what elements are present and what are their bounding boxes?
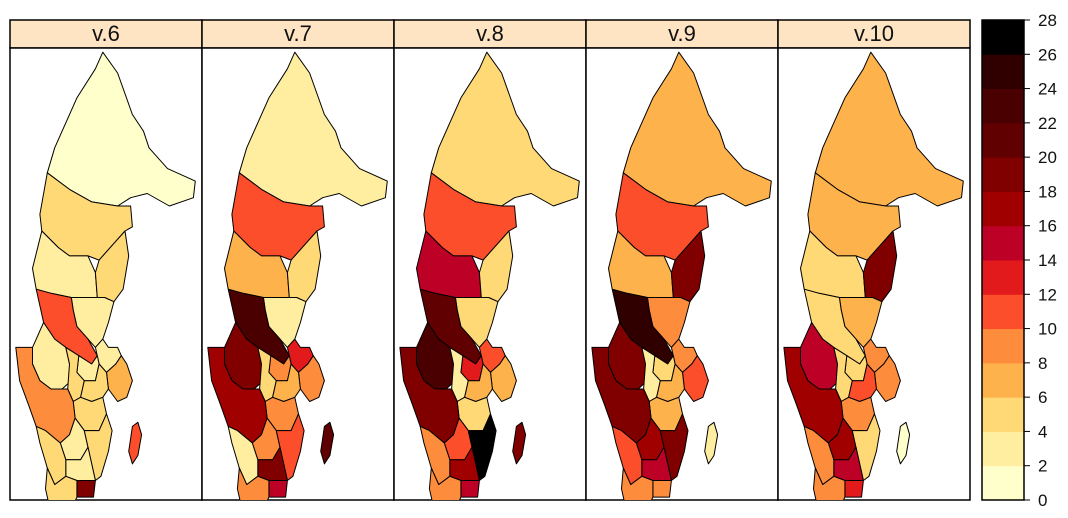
legend-tick-label: 28: [1038, 11, 1057, 30]
panel-title-5: v.10: [854, 21, 894, 46]
panel-title-1: v.6: [92, 21, 120, 46]
legend-swatch: [982, 362, 1024, 398]
panel-map-4: [591, 51, 772, 500]
legend-tick-label: 0: [1038, 491, 1047, 510]
legend-tick-label: 6: [1038, 388, 1047, 407]
legend-tick-label: 12: [1038, 285, 1057, 304]
legend-swatch: [982, 397, 1024, 432]
legend-swatch: [982, 191, 1024, 227]
panel-strip-1: [9, 19, 203, 49]
legend-swatch: [982, 294, 1024, 330]
legend-swatch: [982, 122, 1024, 158]
region-gotland-panel-3: [512, 421, 527, 465]
legend-tick-label: 4: [1038, 422, 1047, 441]
region-norrbotten-panel-1: [46, 51, 196, 207]
region-stockholm-panel-4: [682, 355, 709, 402]
legend-tick-label: 24: [1038, 80, 1057, 99]
region-stockholm-panel-1: [106, 355, 133, 402]
panel-map-1: [15, 51, 196, 500]
region-sk-ne-panel-2: [236, 467, 270, 500]
region-v-stra-g-taland-panel-2: [207, 346, 268, 444]
region-norrbotten-panel-2: [238, 51, 388, 207]
legend-swatch: [982, 328, 1024, 364]
region-v-sternorrland-panel-5: [862, 230, 898, 303]
region-stockholm-panel-5: [874, 355, 901, 402]
region-v-stra-g-taland-panel-4: [591, 346, 652, 444]
region-norrbotten-panel-3: [430, 51, 580, 207]
legend-tick-label: 26: [1038, 45, 1057, 64]
legend-tick-label: 22: [1038, 114, 1057, 133]
panel-map-5: [783, 51, 964, 500]
region-v-sternorrland-panel-1: [94, 230, 130, 303]
region-stockholm-panel-2: [298, 355, 325, 402]
region-sk-ne-panel-5: [813, 467, 846, 500]
region-v-stra-g-taland-panel-3: [399, 346, 460, 444]
panel-map-2: [207, 51, 388, 500]
region-blekinge-panel-2: [268, 480, 288, 498]
legend-swatch: [982, 465, 1024, 501]
legend-tick-label: 10: [1038, 320, 1057, 339]
region-v-sternorrland-panel-3: [478, 230, 514, 303]
region-norrbotten-panel-4: [622, 51, 772, 207]
region-stockholm-panel-3: [490, 355, 517, 402]
legend-tick-label: 18: [1038, 182, 1057, 201]
region-blekinge-panel-4: [652, 480, 672, 498]
region-sk-ne-panel-1: [45, 467, 78, 500]
panel-title-4: v.9: [668, 21, 696, 46]
legend-swatch: [982, 88, 1024, 124]
panel-map-3: [399, 51, 580, 500]
region-v-sternorrland-panel-4: [670, 230, 706, 303]
legend-tick-label: 20: [1038, 148, 1057, 167]
legend-swatch: [982, 20, 1024, 55]
region-gotland-panel-4: [704, 421, 719, 465]
region-v-stra-g-taland-panel-1: [15, 346, 76, 444]
region-norrbotten-panel-5: [814, 51, 964, 207]
region-blekinge-panel-1: [76, 480, 96, 498]
panel-title-2: v.7: [284, 21, 312, 46]
legend-tick-label: 16: [1038, 217, 1057, 236]
region-v-stra-g-taland-panel-5: [783, 346, 844, 444]
region-blekinge-panel-5: [844, 480, 864, 498]
legend-swatch: [982, 225, 1024, 261]
region-blekinge-panel-3: [460, 480, 480, 498]
panel-strip-5: [777, 19, 971, 49]
legend-swatch: [982, 260, 1024, 295]
region-gotland-panel-2: [320, 421, 335, 465]
panel-strip-3: [393, 19, 587, 49]
region-sk-ne-panel-3: [428, 467, 462, 500]
region-gotland-panel-1: [128, 421, 143, 465]
legend-swatch: [982, 157, 1024, 192]
legend-tick-label: 2: [1038, 457, 1047, 476]
legend-tick-label: 14: [1038, 251, 1057, 270]
region-gotland-panel-5: [896, 421, 911, 465]
panel-title-3: v.8: [476, 21, 504, 46]
legend-swatch: [982, 431, 1024, 467]
legend-swatch: [982, 54, 1024, 90]
legend-tick-label: 8: [1038, 354, 1047, 373]
region-sk-ne-panel-4: [621, 467, 654, 500]
region-v-sternorrland-panel-2: [286, 230, 322, 303]
